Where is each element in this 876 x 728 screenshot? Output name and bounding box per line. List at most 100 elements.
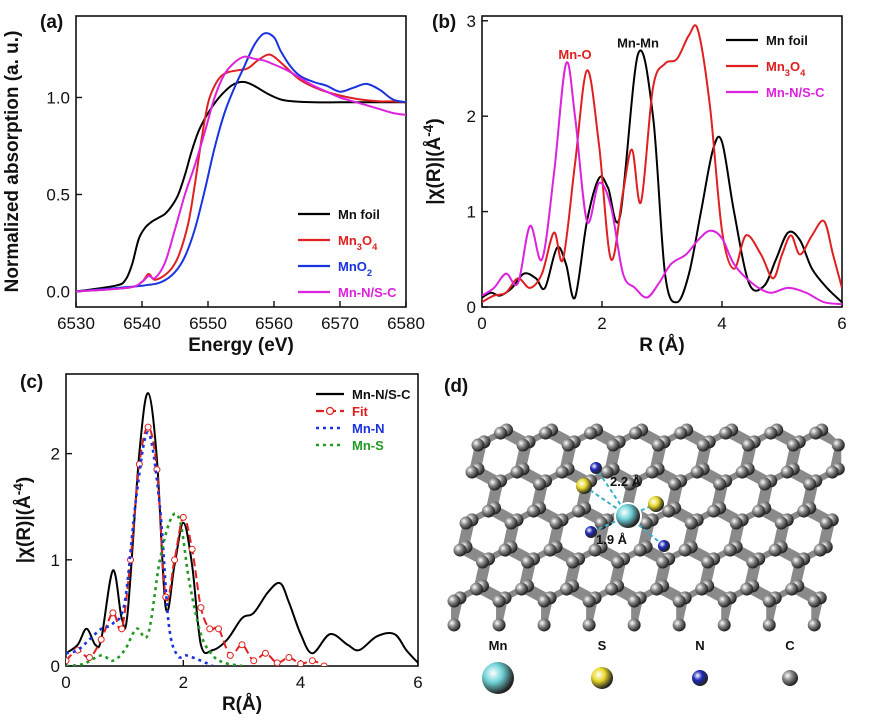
carbon-atom xyxy=(521,555,535,569)
x-tick-label: 2 xyxy=(179,673,188,692)
atoms xyxy=(447,423,845,632)
series-line-0 xyxy=(66,392,418,664)
carbon-atom xyxy=(831,438,845,452)
plot-b: 0 2 4 6 0 1 2 3 R (Å) |χ(R)|(Å-4) Mn foil Mn3O4 Mn-N… xyxy=(421,12,847,356)
sulfur-atom xyxy=(576,478,592,494)
nitrogen-atom xyxy=(590,462,602,474)
x-tick-label: 4 xyxy=(296,673,305,692)
carbon-atom xyxy=(764,426,778,440)
carbon-atom xyxy=(476,555,490,569)
carbon-atom xyxy=(471,438,485,452)
fit-marker xyxy=(308,657,316,665)
carbon-atom xyxy=(741,438,755,452)
carbon-atom xyxy=(600,465,614,479)
carbon-atom xyxy=(537,594,551,608)
x-tick-label: 4 xyxy=(717,314,726,333)
fit-marker xyxy=(188,545,196,553)
legend-label: Fit xyxy=(352,404,369,419)
series-line-3 xyxy=(66,512,243,666)
panel-d: (d) 2.2 Å 1.9 Å Mn S N C xyxy=(444,376,845,694)
y-tick-label: 0.0 xyxy=(46,282,70,301)
carbon-atom xyxy=(825,465,839,479)
atom-legend-label: S xyxy=(598,638,607,653)
x-tick-label: 0 xyxy=(477,314,486,333)
carbon-atom xyxy=(701,555,715,569)
carbon-atom xyxy=(453,543,467,557)
panel-a: (a) 6530 6540 6550 6560 6570 6580 0.0 0.5 1.0 Ene… xyxy=(2,12,425,356)
carbon-atom xyxy=(735,465,749,479)
y-tick-label: 2 xyxy=(467,107,476,126)
carbon-atom xyxy=(668,477,682,491)
y-axis-title: |χ(R)|(Å-4) xyxy=(11,477,36,564)
fit-marker xyxy=(118,625,126,633)
fit-marker xyxy=(97,635,105,643)
x-tick-label: 6570 xyxy=(321,314,359,333)
x-axis-title: R(Å) xyxy=(222,694,262,715)
annotation-mn-o: Mn-O xyxy=(558,47,591,62)
carbon-atom xyxy=(588,543,602,557)
carbon-atom xyxy=(494,426,508,440)
x-axis-title: R (Å) xyxy=(639,335,684,356)
carbon-atom xyxy=(605,582,619,596)
carbon-atom xyxy=(539,426,553,440)
series-line-1 xyxy=(76,53,406,293)
carbon-atom xyxy=(584,426,598,440)
carbon-atom xyxy=(674,426,688,440)
carbon-atom xyxy=(582,618,596,632)
sulfur-atom xyxy=(648,496,664,512)
carbon-atom xyxy=(791,555,805,569)
carbon-atom xyxy=(774,516,788,530)
carbon-atom xyxy=(606,438,620,452)
carbon-atom xyxy=(627,618,641,632)
fit-marker xyxy=(85,654,93,662)
x-tick-label: 6560 xyxy=(255,314,293,333)
y-tick-label: 1 xyxy=(51,551,60,570)
carbon-atom xyxy=(492,594,506,608)
carbon-atom xyxy=(696,438,710,452)
carbon-atom xyxy=(492,618,506,632)
carbon-atom xyxy=(623,477,637,491)
carbon-atom xyxy=(516,438,530,452)
carbon-atom xyxy=(690,465,704,479)
legend-label: Mn-N/S-C xyxy=(338,285,397,300)
carbon-atom xyxy=(510,465,524,479)
series-line-3 xyxy=(76,55,406,293)
structure-model: 2.2 Å 1.9 Å Mn S N C xyxy=(447,423,845,694)
nitrogen-atom xyxy=(658,540,670,552)
fit-marker xyxy=(66,657,70,665)
carbon-atom xyxy=(549,516,563,530)
nitrogen-atom xyxy=(585,526,597,538)
fit-marker xyxy=(285,654,293,662)
fit-marker xyxy=(144,423,152,431)
carbon-atom xyxy=(560,582,574,596)
carbon-atom xyxy=(627,594,641,608)
carbon-atom xyxy=(447,618,461,632)
carbon-atom xyxy=(717,594,731,608)
carbon-atom xyxy=(723,543,737,557)
panel-d-label: (d) xyxy=(444,376,468,397)
carbon-atom xyxy=(470,582,484,596)
x-tick-label: 6580 xyxy=(387,314,425,333)
carbon-atom xyxy=(611,555,625,569)
fit-marker xyxy=(297,660,305,666)
fit-marker xyxy=(273,659,281,666)
panel-b-label: (b) xyxy=(432,12,456,33)
plot-frame xyxy=(481,15,843,308)
carbon-atom xyxy=(651,438,665,452)
carbon-atom xyxy=(780,465,794,479)
manganese-atom xyxy=(616,504,640,528)
carbon-atom xyxy=(537,618,551,632)
panel-c: (c) 0 2 4 6 0 1 2 R(Å) |χ(R)|(Å-4) Mn-N/S-C Fit Mn-… xyxy=(11,372,423,715)
carbon-atom xyxy=(482,504,496,518)
fit-marker xyxy=(261,649,269,657)
y-tick-label: 0 xyxy=(467,298,476,317)
mn-ligand-bond xyxy=(627,503,657,517)
legend-label: MnO2 xyxy=(338,259,372,278)
legend-marker xyxy=(325,406,335,416)
fit-marker xyxy=(197,604,205,612)
y-axis-title: Normalized absorption (a. u.) xyxy=(2,31,23,293)
atom-legend-label: Mn xyxy=(489,638,508,653)
x-tick-label: 6 xyxy=(837,314,846,333)
panel-c-label: (c) xyxy=(20,372,43,393)
carbon-atom xyxy=(729,516,743,530)
